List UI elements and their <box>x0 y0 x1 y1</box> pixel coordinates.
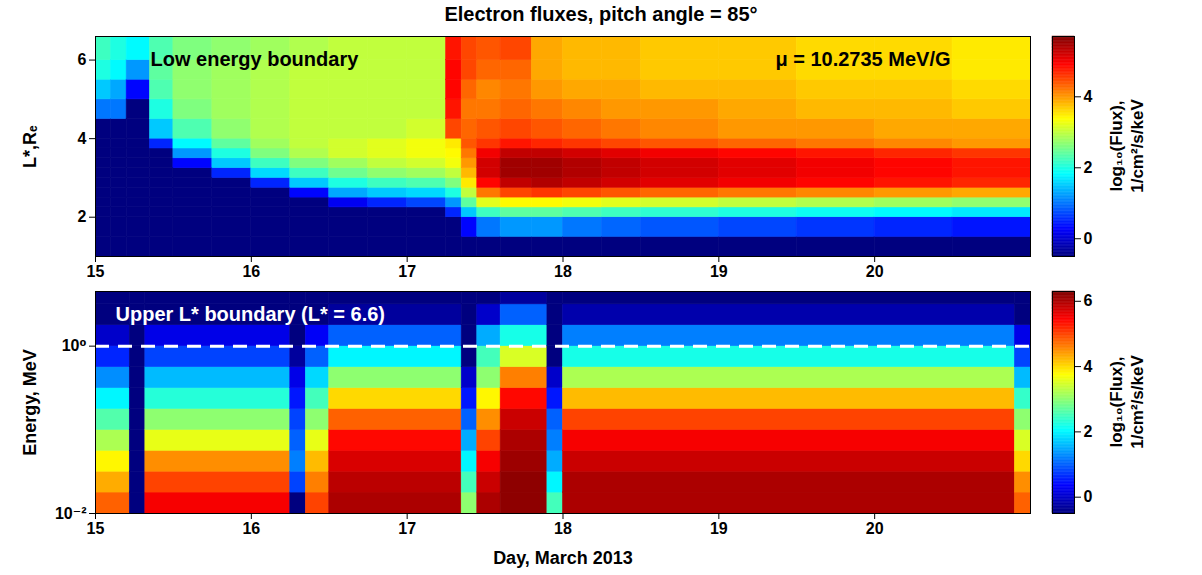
svg-text:2: 2 <box>78 208 87 225</box>
svg-text:Day, March 2013: Day, March 2013 <box>493 548 633 568</box>
svg-text:4: 4 <box>1084 358 1093 375</box>
svg-text:4: 4 <box>1084 88 1093 105</box>
svg-text:20: 20 <box>866 263 884 280</box>
svg-text:16: 16 <box>242 520 260 537</box>
svg-text:2: 2 <box>1084 159 1093 176</box>
svg-text:log₁₀(Flux),1/cm²/s/keV: log₁₀(Flux),1/cm²/s/keV <box>1107 99 1147 193</box>
svg-text:15: 15 <box>87 520 105 537</box>
svg-text:Upper L* boundary (L* = 6.6): Upper L* boundary (L* = 6.6) <box>116 303 385 325</box>
svg-text:18: 18 <box>554 520 572 537</box>
svg-text:6: 6 <box>78 51 87 68</box>
svg-text:17: 17 <box>398 263 416 280</box>
svg-text:19: 19 <box>710 263 728 280</box>
svg-text:15: 15 <box>87 263 105 280</box>
svg-text:20: 20 <box>866 520 884 537</box>
svg-text:μ = 10.2735 MeV/G: μ = 10.2735 MeV/G <box>775 48 950 70</box>
svg-text:18: 18 <box>554 263 572 280</box>
svg-text:16: 16 <box>242 263 260 280</box>
svg-text:2: 2 <box>1084 423 1093 440</box>
svg-text:0: 0 <box>1084 230 1093 247</box>
svg-text:4: 4 <box>78 130 87 147</box>
svg-text:10⁻²: 10⁻² <box>55 505 87 522</box>
svg-text:Energy, MeV: Energy, MeV <box>20 349 40 456</box>
svg-text:log₁₀(Flux),1/cm²/s/keV: log₁₀(Flux),1/cm²/s/keV <box>1107 355 1147 449</box>
svg-text:6: 6 <box>1084 292 1093 309</box>
html-text:Electron fluxes, pitch angle =: Electron fluxes, pitch angle = 85° <box>444 3 758 25</box>
svg-text:19: 19 <box>710 520 728 537</box>
svg-text:10⁰: 10⁰ <box>62 337 87 354</box>
svg-text:0: 0 <box>1084 488 1093 505</box>
svg-text:Low energy boundary: Low energy boundary <box>151 48 360 70</box>
svg-text:17: 17 <box>398 520 416 537</box>
svg-text:L*,Rₑ: L*,Rₑ <box>20 125 40 168</box>
